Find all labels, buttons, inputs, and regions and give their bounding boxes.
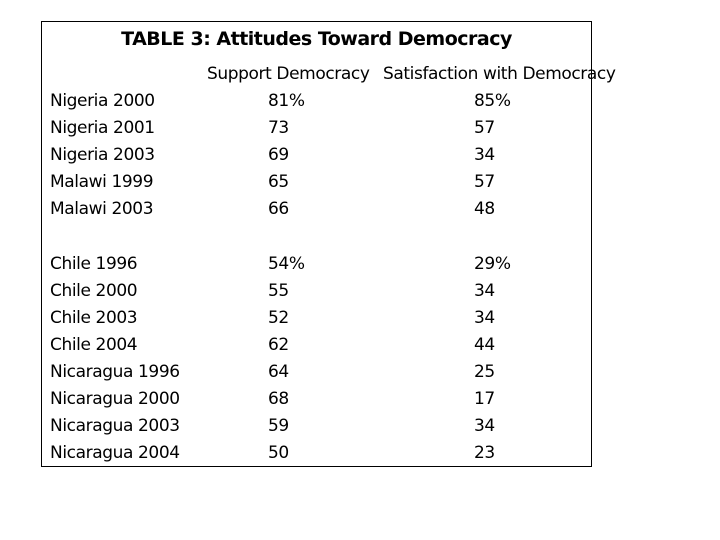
- column-header-support: Support Democracy: [207, 64, 370, 84]
- table-row: Nicaragua 2000 68 17: [42, 389, 591, 416]
- table-row: Nigeria 2001 73 57: [42, 118, 591, 145]
- cell-satisfaction: 34: [474, 281, 495, 301]
- cell-satisfaction: 57: [474, 172, 495, 192]
- table-row: Nicaragua 1996 64 25: [42, 362, 591, 389]
- table-row: Nigeria 2003 69 34: [42, 145, 591, 172]
- table-row: Nicaragua 2003 59 34: [42, 416, 591, 443]
- cell-country: Nigeria 2001: [50, 118, 155, 138]
- cell-satisfaction: 34: [474, 145, 495, 165]
- table-body: Nigeria 2000 81% 85% Nigeria 2001 73 57 …: [42, 22, 591, 466]
- table-row: Malawi 2003 66 48: [42, 199, 591, 226]
- cell-support: 66: [268, 199, 289, 219]
- cell-country: Nicaragua 1996: [50, 362, 180, 382]
- cell-country: Malawi 2003: [50, 199, 154, 219]
- cell-support: 73: [268, 118, 289, 138]
- cell-country: Chile 2004: [50, 335, 138, 355]
- table-row: Chile 2000 55 34: [42, 281, 591, 308]
- cell-country: Malawi 1999: [50, 172, 154, 192]
- cell-support: 69: [268, 145, 289, 165]
- cell-support: 65: [268, 172, 289, 192]
- table-row: Nicaragua 2004 50 23: [42, 443, 591, 470]
- cell-satisfaction: 44: [474, 335, 495, 355]
- cell-satisfaction: 23: [474, 443, 495, 463]
- cell-country: Chile 1996: [50, 254, 138, 274]
- cell-country: Nigeria 2000: [50, 91, 155, 111]
- cell-support: 52: [268, 308, 289, 328]
- cell-satisfaction: 17: [474, 389, 495, 409]
- table-row: Nigeria 2000 81% 85%: [42, 91, 591, 118]
- cell-support: 68: [268, 389, 289, 409]
- cell-support: 55: [268, 281, 289, 301]
- cell-support: 62: [268, 335, 289, 355]
- column-header-satisfaction: Satisfaction with Democracy: [383, 64, 616, 84]
- table-frame: TABLE 3: Attitudes Toward Democracy Supp…: [41, 21, 616, 467]
- cell-satisfaction: 34: [474, 308, 495, 328]
- cell-support: 81%: [268, 91, 305, 111]
- cell-satisfaction: 57: [474, 118, 495, 138]
- table-row: Chile 1996 54% 29%: [42, 254, 591, 281]
- cell-country: Nicaragua 2003: [50, 416, 180, 436]
- cell-country: Chile 2000: [50, 281, 138, 301]
- table-title: TABLE 3: Attitudes Toward Democracy: [121, 28, 512, 50]
- cell-country: Nicaragua 2000: [50, 389, 180, 409]
- cell-satisfaction: 25: [474, 362, 495, 382]
- cell-satisfaction: 29%: [474, 254, 511, 274]
- table-row: Chile 2003 52 34: [42, 308, 591, 335]
- table-row: Malawi 1999 65 57: [42, 172, 591, 199]
- cell-satisfaction: 85%: [474, 91, 511, 111]
- cell-support: 59: [268, 416, 289, 436]
- cell-country: Chile 2003: [50, 308, 138, 328]
- table-row: Chile 2004 62 44: [42, 335, 591, 362]
- cell-country: Nicaragua 2004: [50, 443, 180, 463]
- cell-support: 64: [268, 362, 289, 382]
- cell-support: 54%: [268, 254, 305, 274]
- cell-support: 50: [268, 443, 289, 463]
- cell-satisfaction: 34: [474, 416, 495, 436]
- cell-country: Nigeria 2003: [50, 145, 155, 165]
- cell-satisfaction: 48: [474, 199, 495, 219]
